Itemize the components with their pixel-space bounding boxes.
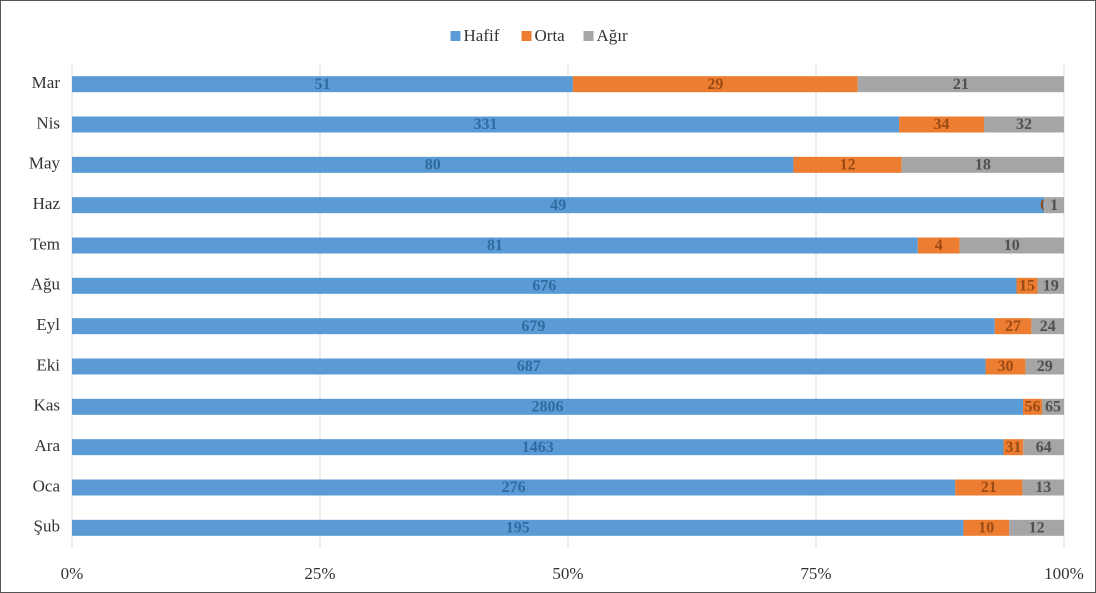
- bar-segment: [1003, 439, 1024, 456]
- x-tick-label: 75%: [800, 564, 831, 583]
- y-tick-label: Ara: [35, 436, 61, 455]
- x-tick-label: 25%: [304, 564, 335, 583]
- bar-segment: [955, 479, 1023, 496]
- bar-segment: [1037, 277, 1064, 294]
- bar-segment: [72, 439, 1004, 456]
- y-tick-label: Şub: [34, 517, 60, 536]
- bar-segment: [959, 237, 1064, 254]
- bar-segment: [1031, 318, 1064, 335]
- bar-segment: [72, 116, 900, 133]
- data-label: 12: [1029, 520, 1045, 537]
- y-tick-label: May: [29, 154, 61, 173]
- bar-segment: [1023, 439, 1064, 456]
- data-label: 1: [1050, 197, 1058, 214]
- bar-segment: [963, 519, 1010, 536]
- data-label: 81: [487, 237, 503, 254]
- data-label: 12: [840, 157, 856, 174]
- legend-swatch: [583, 31, 594, 41]
- data-label: 34: [934, 116, 950, 133]
- data-label: 65: [1045, 399, 1061, 416]
- data-label: 32: [1016, 116, 1032, 133]
- bar-segment: [984, 116, 1064, 133]
- data-label: 80: [425, 157, 441, 174]
- data-label: 18: [975, 157, 991, 174]
- legend-label: Hafif: [464, 26, 500, 45]
- bar-segment: [857, 76, 1064, 93]
- bar-segment: [72, 479, 956, 496]
- y-tick-label: Haz: [33, 194, 61, 213]
- data-label: 29: [707, 76, 723, 93]
- bar-segment: [72, 519, 964, 536]
- data-label: 30: [997, 358, 1013, 375]
- bar-segment: [985, 358, 1026, 375]
- data-label: 331: [474, 116, 498, 133]
- data-label: 195: [506, 520, 530, 537]
- bar-segment: [72, 237, 918, 254]
- y-tick-label: Kas: [34, 396, 60, 415]
- y-tick-label: Eki: [36, 355, 60, 374]
- data-label: 676: [532, 278, 556, 295]
- x-tick-label: 50%: [552, 564, 583, 583]
- data-label: 21: [981, 479, 997, 496]
- x-tick-label: 0%: [61, 564, 84, 583]
- legend-swatch: [521, 31, 532, 41]
- data-label: 1463: [522, 439, 554, 456]
- data-label: 56: [1024, 399, 1040, 416]
- data-label: 687: [517, 358, 541, 375]
- data-label: 19: [1043, 278, 1059, 295]
- bar-segment: [1009, 519, 1064, 536]
- bar-segment: [899, 116, 985, 133]
- legend-label: Orta: [535, 26, 566, 45]
- x-tick-label: 100%: [1044, 564, 1084, 583]
- data-label: 2806: [531, 399, 563, 416]
- data-label: 29: [1037, 358, 1053, 375]
- data-label: 10: [978, 520, 994, 537]
- data-label: 51: [314, 76, 330, 93]
- y-tick-label: Tem: [30, 234, 60, 253]
- bar-segment: [1041, 398, 1064, 415]
- bar-segment: [72, 318, 995, 335]
- data-label: 24: [1040, 318, 1056, 335]
- data-label: 13: [1035, 479, 1051, 496]
- legend-label: Ağır: [597, 26, 629, 45]
- bar-segment: [901, 156, 1064, 173]
- bar-segment: [72, 398, 1023, 415]
- data-label: 27: [1005, 318, 1021, 335]
- bar-segment: [72, 197, 1045, 214]
- data-label: 49: [550, 197, 566, 214]
- bar-segment: [1022, 398, 1042, 415]
- bar-segment: [1044, 197, 1064, 214]
- data-label: 64: [1036, 439, 1052, 456]
- data-label: 276: [502, 479, 526, 496]
- y-tick-label: Eyl: [36, 315, 60, 334]
- legend-swatch: [450, 31, 461, 41]
- data-label: 679: [521, 318, 545, 335]
- bar-segment: [917, 237, 960, 254]
- bar-segment: [72, 277, 1017, 294]
- data-label: 15: [1019, 278, 1035, 295]
- bar-segment: [72, 358, 986, 375]
- bar-segment: [1022, 479, 1064, 496]
- bar-segment: [994, 318, 1032, 335]
- data-label: 10: [1004, 237, 1020, 254]
- bar-segment: [1016, 277, 1038, 294]
- bar-segment: [72, 156, 794, 173]
- y-tick-label: Mar: [32, 73, 61, 92]
- bar-segment: [72, 76, 573, 93]
- y-tick-label: Nis: [36, 113, 60, 132]
- y-tick-label: Oca: [33, 476, 61, 495]
- bar-segment: [1025, 358, 1064, 375]
- bar-segment: [572, 76, 858, 93]
- data-label: 21: [953, 76, 969, 93]
- y-tick-label: Ağu: [31, 275, 61, 294]
- bar-segment: [793, 156, 902, 173]
- data-label: 31: [1005, 439, 1021, 456]
- data-label: 4: [935, 237, 943, 254]
